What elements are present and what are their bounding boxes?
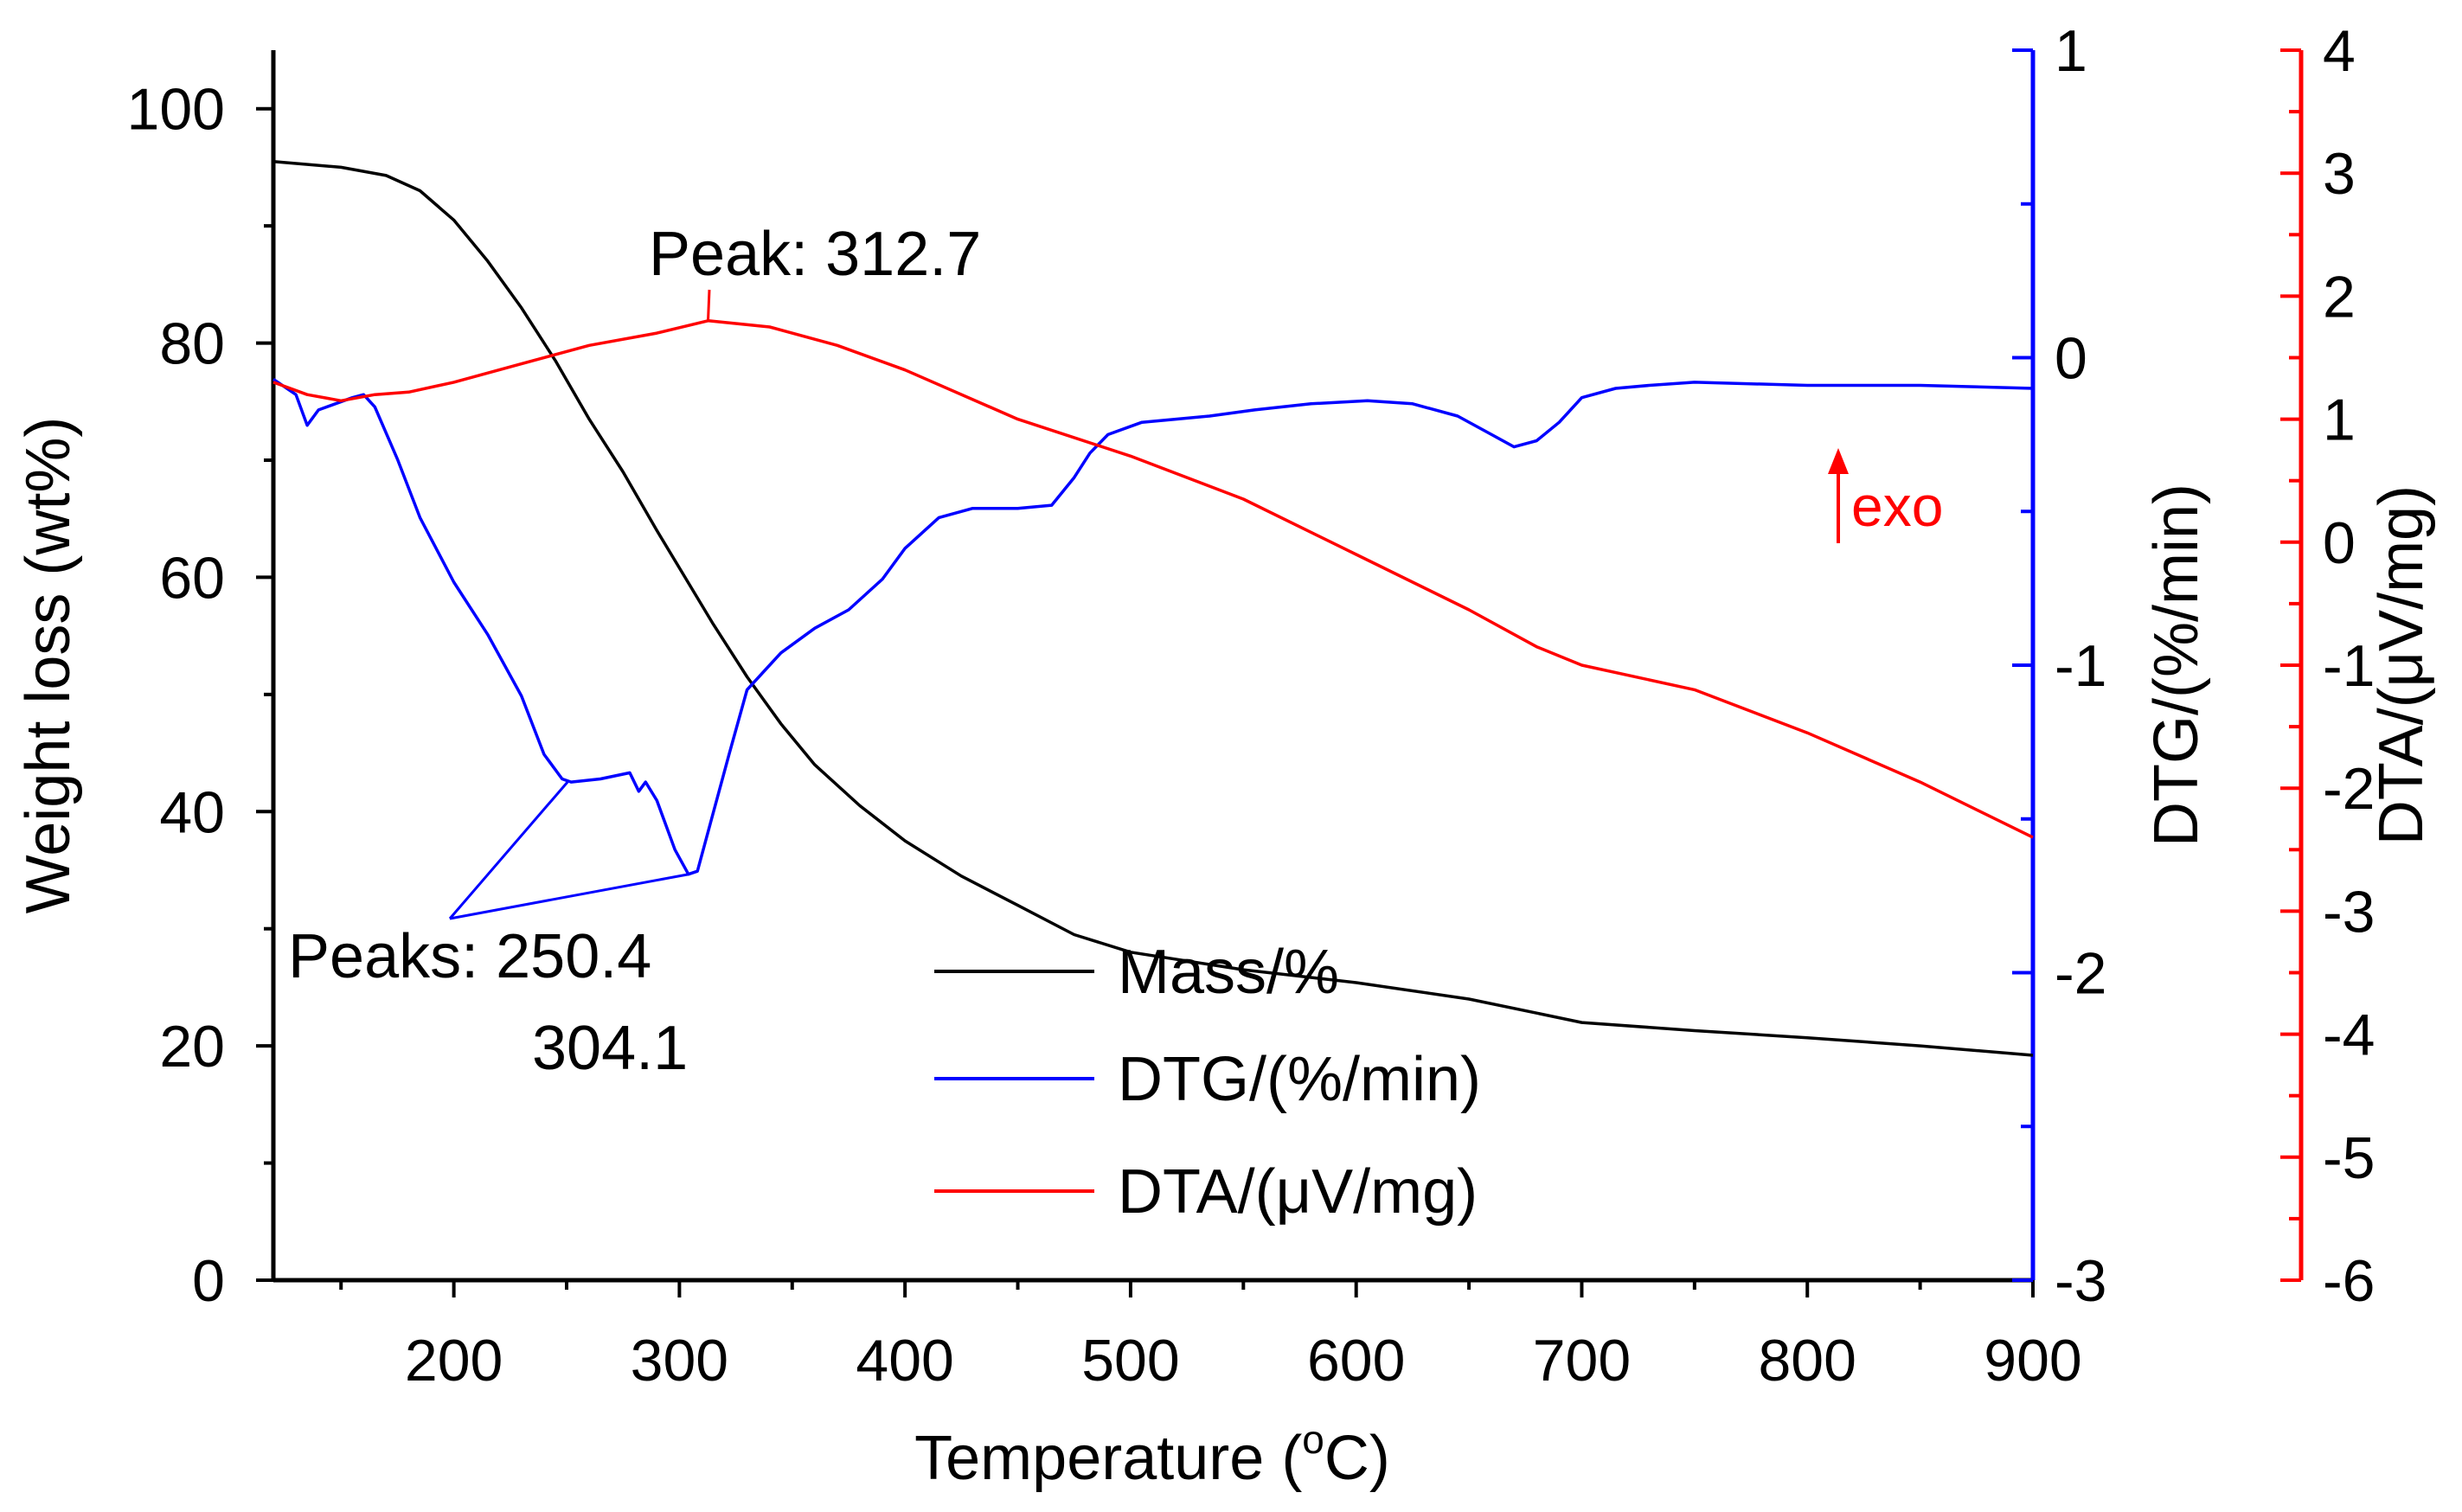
dta-tick-label: -4	[2323, 1003, 2375, 1068]
dta-axis-title: DTA/(μV/mg)	[2367, 485, 2436, 845]
x-axis-title-sup: o	[1302, 1417, 1324, 1462]
dta-tick-label: 2	[2323, 264, 2356, 330]
x-tick-label: 600	[1307, 1328, 1405, 1393]
x-axis-title-suffix: C)	[1324, 1424, 1390, 1493]
mass-curve	[272, 159, 2034, 1057]
x-tick-label: 900	[1984, 1328, 2081, 1393]
dta-tick-label: 3	[2323, 141, 2356, 207]
ticks-layer: 200 300 400 500 600 700 800 900020406080100-3-2…	[127, 18, 2375, 1393]
exo-label: exo	[1851, 474, 1943, 538]
dta-peak-leader-line	[707, 289, 711, 321]
series-layer	[272, 159, 2034, 1057]
dtg-tick-label: -3	[2055, 1248, 2106, 1314]
dtg-tick-label: -2	[2055, 941, 2106, 1007]
mass-tick-label: 40	[159, 779, 225, 845]
mass-tick-label: 0	[192, 1248, 225, 1314]
dtg-peaks-label-line2: 304.1	[532, 1014, 688, 1083]
legend-label-mass: Mass/%	[1118, 938, 1339, 1007]
dta-tick-label: -2	[2323, 756, 2375, 822]
x-axis-title-prefix: Temperature (	[914, 1424, 1302, 1493]
exo-arrow-icon	[1828, 448, 1849, 474]
x-tick-label: 400	[856, 1328, 953, 1393]
mass-tick-label: 60	[159, 545, 225, 611]
x-tick-label: 500	[1081, 1328, 1179, 1393]
legend: Mass/% DTG/(%/min) DTA/(μV/mg)	[934, 938, 1481, 1227]
dta-curve	[272, 319, 2034, 839]
x-tick-label: 200	[405, 1328, 503, 1393]
dtg-peak-leader-line-1	[448, 781, 569, 919]
dtg-peaks-label-line1: Peaks: 250.4	[288, 922, 651, 991]
dtg-tick-label: 1	[2055, 18, 2087, 84]
dtg-tick-label: 0	[2055, 326, 2087, 392]
dtg-tick-label: -1	[2055, 633, 2106, 699]
dta-tick-label: 4	[2323, 18, 2356, 84]
mass-axis-title: Weight loss (wt%)	[14, 417, 83, 914]
x-tick-label: 800	[1758, 1328, 1856, 1393]
mass-tick-label: 100	[127, 77, 225, 143]
dtg-peak-leader-line-2	[449, 873, 689, 920]
mass-tick-label: 20	[159, 1014, 225, 1080]
legend-label-dta: DTA/(μV/mg)	[1118, 1157, 1478, 1227]
dta-tick-label: -3	[2323, 879, 2375, 945]
dta-peak-label: Peak: 312.7	[649, 220, 981, 289]
legend-label-dtg: DTG/(%/min)	[1118, 1045, 1481, 1114]
dta-tick-label: 1	[2323, 388, 2356, 453]
x-tick-label: 300	[631, 1328, 728, 1393]
dta-tick-label: -6	[2323, 1248, 2375, 1314]
x-tick-label: 700	[1533, 1328, 1631, 1393]
dta-tick-label: 0	[2323, 510, 2356, 576]
dta-tick-label: -5	[2323, 1125, 2375, 1191]
mass-tick-label: 80	[159, 311, 225, 377]
exo-indicator: exo	[1828, 448, 1943, 543]
dta-tick-label: -1	[2323, 633, 2375, 699]
dtg-axis-title: DTG/(%/min)	[2142, 484, 2211, 847]
dtg-curve	[272, 377, 2034, 876]
x-axis-title: Temperature (oC)	[914, 1417, 1390, 1493]
